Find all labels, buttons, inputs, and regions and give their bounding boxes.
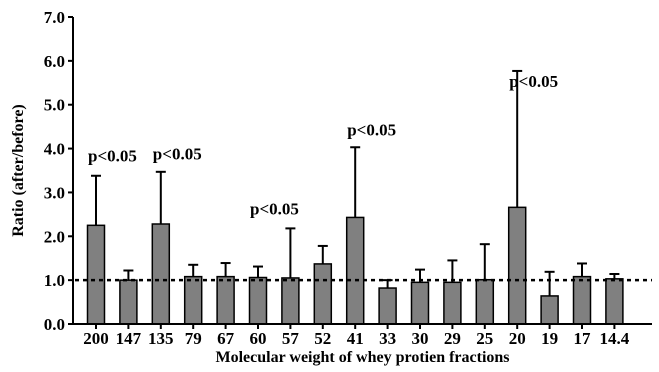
x-tick-label: 20 — [509, 329, 526, 348]
x-tick-label: 17 — [574, 329, 592, 348]
x-tick-label: 57 — [282, 329, 300, 348]
significance-annotation: p<0.05 — [153, 145, 202, 164]
x-tick-label: 200 — [83, 329, 109, 348]
bar-52 — [313, 263, 333, 325]
bar-20 — [507, 206, 527, 325]
y-tick-label: 2.0 — [44, 227, 65, 246]
x-tick-label: 14.4 — [600, 329, 630, 348]
x-tick-label: 33 — [379, 329, 396, 348]
x-tick-label: 135 — [148, 329, 174, 348]
significance-annotation: p<0.05 — [509, 72, 558, 91]
x-axis-title: Molecular weight of whey protien fractio… — [215, 349, 509, 366]
bar-33 — [378, 287, 397, 325]
x-tick-label: 25 — [476, 329, 493, 348]
bar-29 — [443, 281, 462, 325]
significance-annotation: p<0.05 — [88, 147, 137, 166]
y-axis-title: Ratio (after/before) — [10, 104, 27, 237]
y-tick-label: 7.0 — [44, 8, 65, 27]
bar-19 — [540, 295, 559, 325]
bar-30 — [410, 281, 430, 325]
bar-60 — [248, 276, 268, 325]
bar-57 — [281, 277, 300, 325]
bar-79 — [183, 275, 203, 325]
bar-135 — [151, 223, 171, 325]
bar-200 — [86, 224, 106, 325]
significance-annotation: p<0.05 — [250, 199, 299, 218]
significance-annotation: p<0.05 — [347, 120, 396, 139]
x-tick-label: 79 — [185, 329, 202, 348]
x-tick-label: 60 — [250, 329, 267, 348]
y-axis-ticks: 0.0 1.0 2.0 3.0 4.0 5.0 6.0 7.0 — [44, 8, 73, 334]
bar-14.4 — [605, 278, 624, 325]
x-tick-label: 147 — [116, 329, 142, 348]
x-tick-label: 52 — [314, 329, 331, 348]
y-tick-label: 5.0 — [44, 96, 65, 115]
x-tick-label: 41 — [347, 329, 364, 348]
bar-25 — [475, 278, 495, 325]
x-tick-labels: 200 147 135 79 67 60 57 52 41 33 30 29 25 20 19 17 14.4 — [83, 324, 630, 348]
bar-147 — [119, 279, 138, 325]
bar-41 — [345, 216, 365, 325]
error-bars — [91, 69, 620, 296]
y-tick-label: 6.0 — [44, 52, 65, 71]
bar-17 — [572, 275, 592, 325]
y-tick-label: 1.0 — [44, 271, 65, 290]
bar-67 — [216, 275, 235, 325]
x-tick-label: 19 — [541, 329, 558, 348]
x-tick-label: 67 — [217, 329, 235, 348]
y-tick-label: 3.0 — [44, 183, 65, 202]
bars — [86, 206, 624, 325]
y-tick-label: 0.0 — [44, 315, 65, 334]
annotations: p<0.05 p<0.05 p<0.05 p<0.05 p<0.05 — [88, 72, 558, 218]
x-tick-label: 29 — [444, 329, 461, 348]
x-tick-label: 30 — [412, 329, 429, 348]
y-tick-label: 4.0 — [44, 140, 65, 159]
